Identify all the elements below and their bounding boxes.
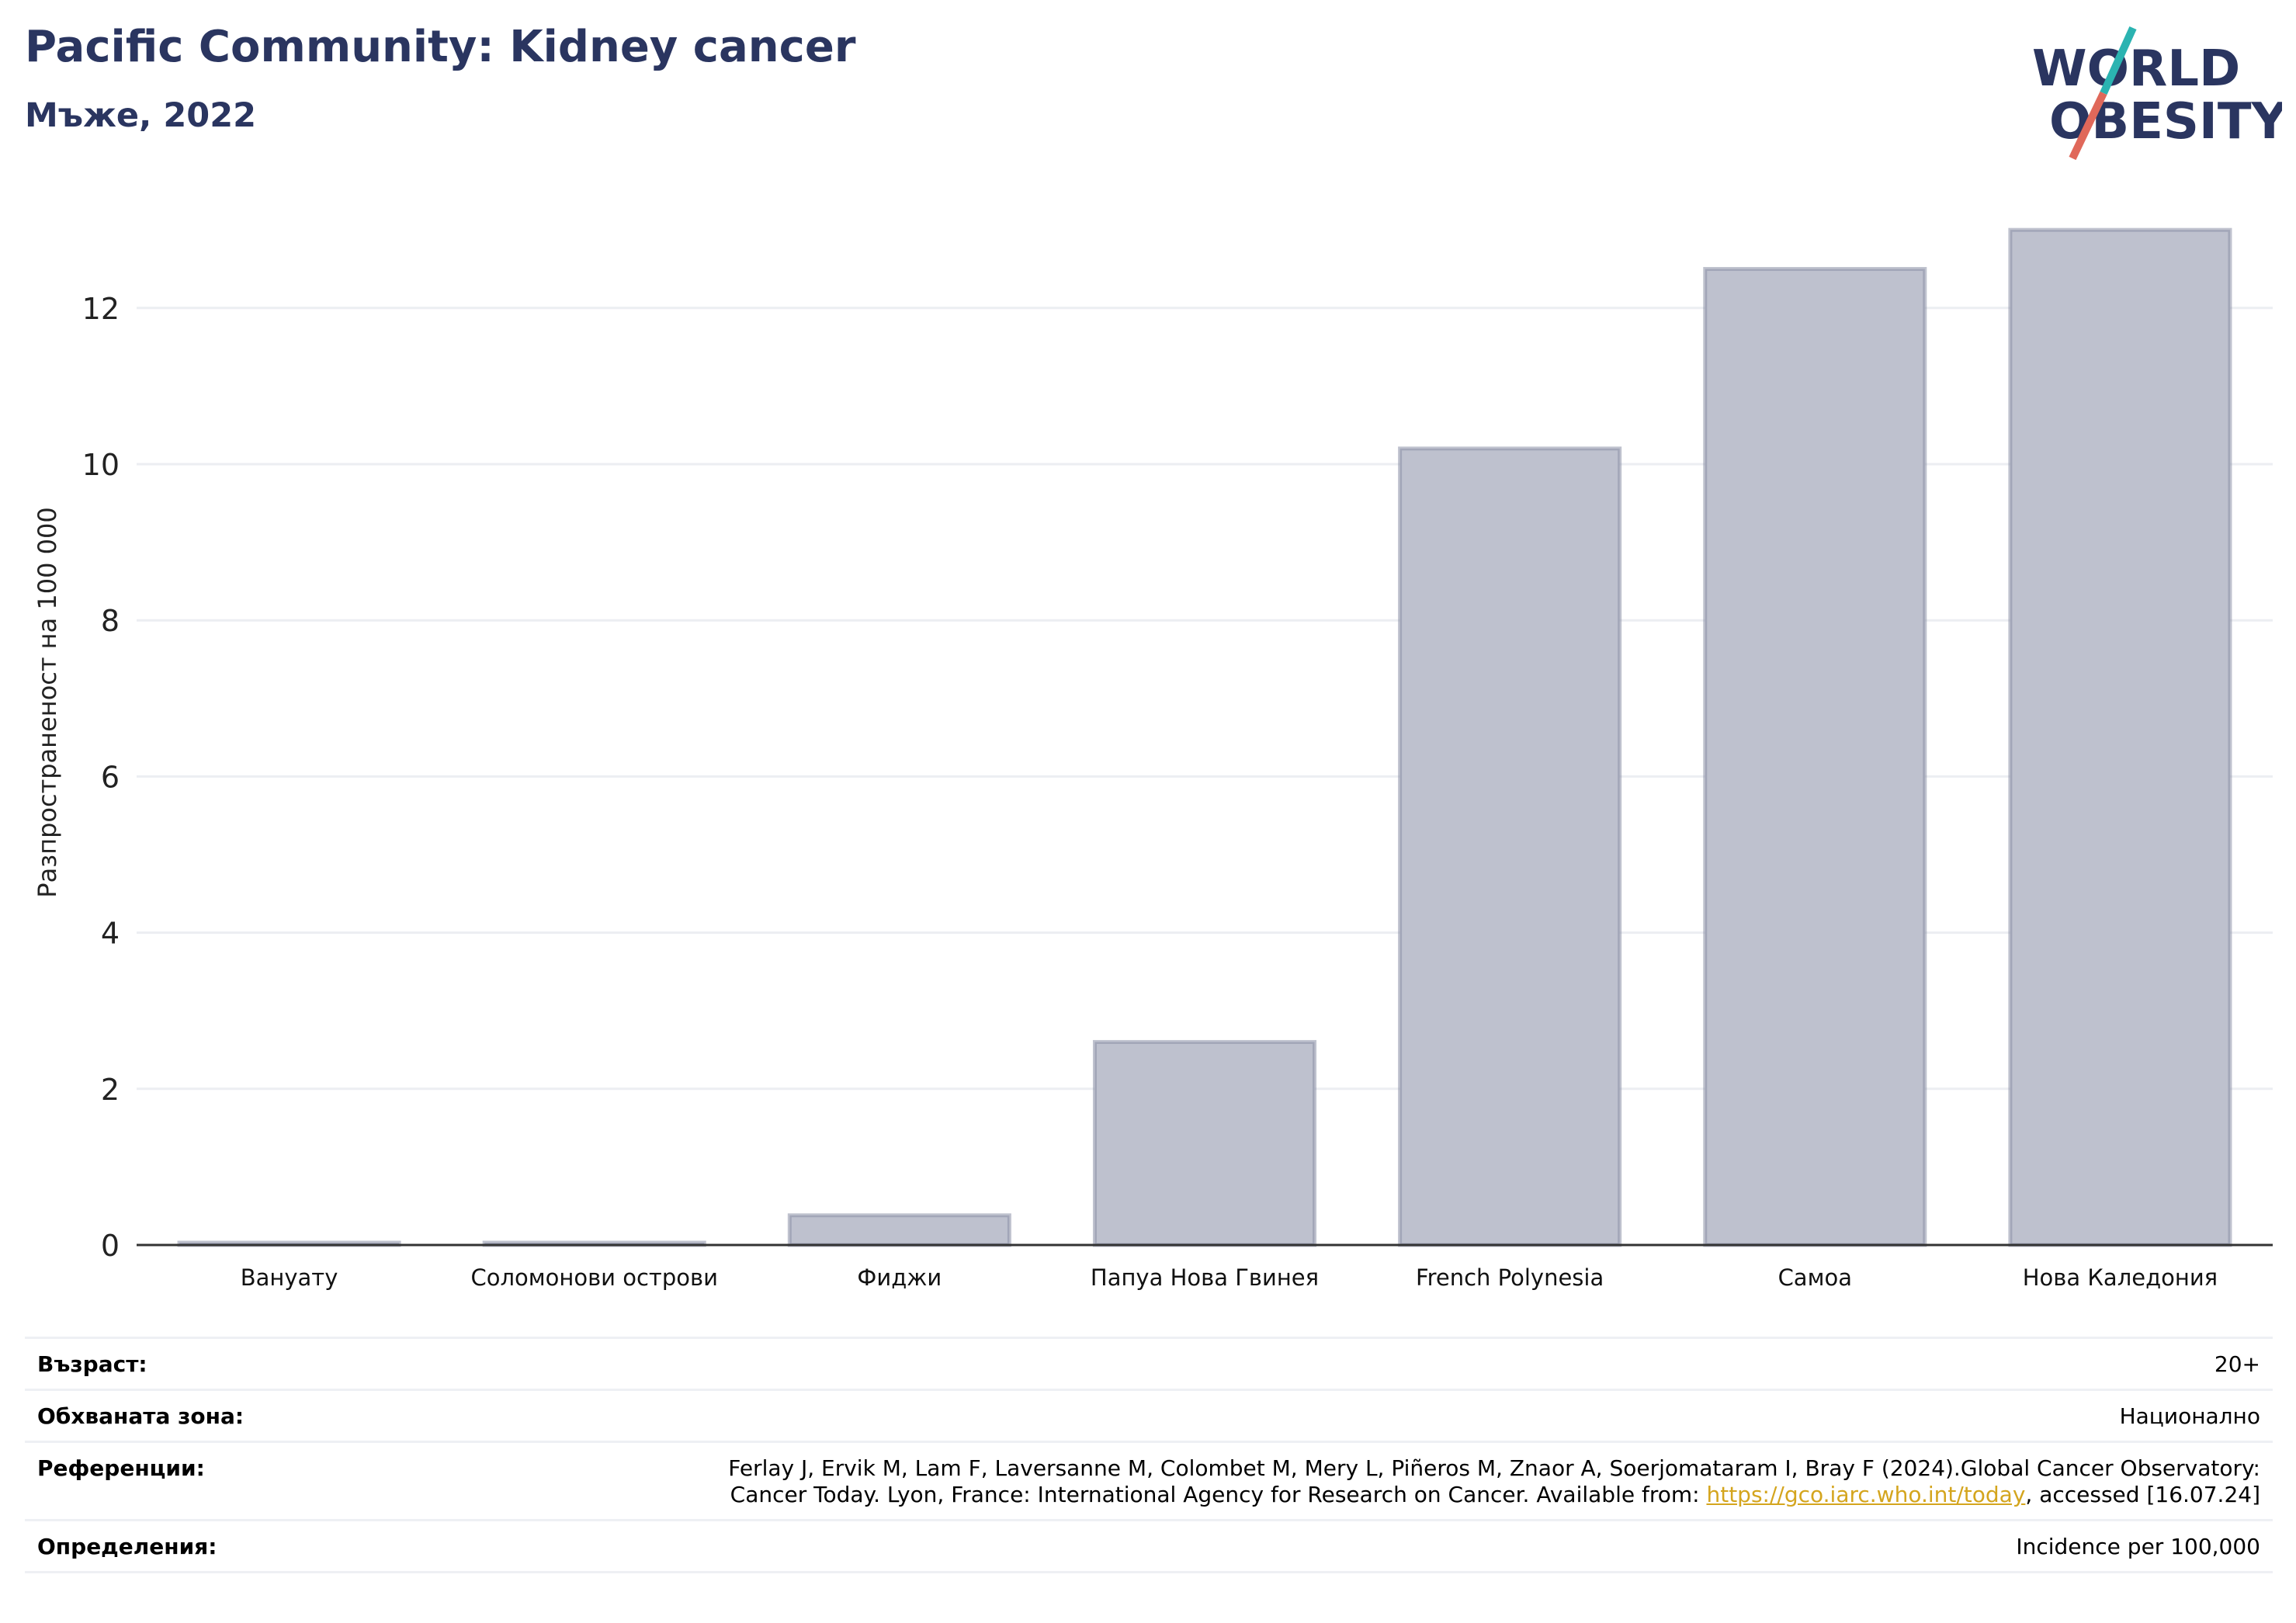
references-line1: Ferlay J, Ervik M, Lam F, Laversanne M, … [728, 1455, 2260, 1481]
y-tick-label: 4 [101, 917, 120, 951]
bar [1092, 1039, 1317, 1247]
info-row-age: Възраст: 20+ [25, 1337, 2273, 1389]
definitions-value: Incidence per 100,000 [2016, 1534, 2260, 1559]
references-line2-pre: Cancer Today. Lyon, France: Internationa… [730, 1482, 1707, 1507]
bar [1703, 266, 1927, 1247]
definitions-label: Определения: [37, 1534, 217, 1559]
age-value: 20+ [2214, 1351, 2260, 1377]
logo-word-world: WORLD [2032, 40, 2240, 98]
y-tick-label: 10 [82, 448, 120, 482]
chart-title: Pacific Community: Kidney cancer [25, 22, 856, 72]
x-tick-label: French Polynesia [1416, 1264, 1604, 1291]
references-link[interactable]: https://gco.iarc.who.int/today [1706, 1482, 2026, 1507]
y-tick-label: 6 [101, 760, 120, 794]
logo-slash-teal [2100, 26, 2137, 95]
chart-subtitle: Мъже, 2022 [25, 96, 257, 135]
y-tick-label: 2 [101, 1073, 120, 1107]
bar-chart: 0 2 4 6 8 10 12 Разпространеност на 100 000 Вану… [33, 227, 2273, 1291]
info-row-definitions: Определения: Incidence per 100,000 [25, 1519, 2273, 1573]
bar [2008, 227, 2232, 1247]
references-line2-post: , accessed [16.07.24] [2025, 1482, 2260, 1507]
coverage-value: Национално [2119, 1403, 2260, 1429]
y-tick-label: 12 [82, 292, 120, 326]
x-tick-label: Вануату [241, 1264, 338, 1291]
bar [787, 1213, 1011, 1247]
references-label: Референции: [37, 1455, 205, 1481]
world-obesity-logo: WORLD OBESITY [2032, 26, 2282, 161]
y-axis-label: Разпространеност на 100 000 [33, 507, 62, 897]
x-tick-label: Папуа Нова Гвинея [1091, 1264, 1319, 1291]
age-label: Възраст: [37, 1351, 147, 1377]
x-tick-label: Самоа [1778, 1264, 1852, 1291]
info-row-coverage: Обхваната зона: Национално [25, 1389, 2273, 1441]
x-tick-label: Соломонови острови [471, 1264, 718, 1291]
y-tick-label: 8 [101, 604, 120, 638]
logo-slash-red [2069, 91, 2107, 161]
bar [1398, 446, 1622, 1247]
info-row-references: Референции: Ferlay J, Ervik M, Lam F, La… [25, 1441, 2273, 1519]
coverage-label: Обхваната зона: [37, 1403, 245, 1429]
x-tick-label: Фиджи [857, 1264, 942, 1291]
references-value: Ferlay J, Ervik M, Lam F, Laversanne M, … [728, 1455, 2260, 1508]
info-table: Възраст: 20+ Обхваната зона: Национално … [25, 1337, 2273, 1573]
y-tick-label: 0 [101, 1229, 120, 1263]
x-tick-label: Нова Каледония [2023, 1264, 2218, 1291]
